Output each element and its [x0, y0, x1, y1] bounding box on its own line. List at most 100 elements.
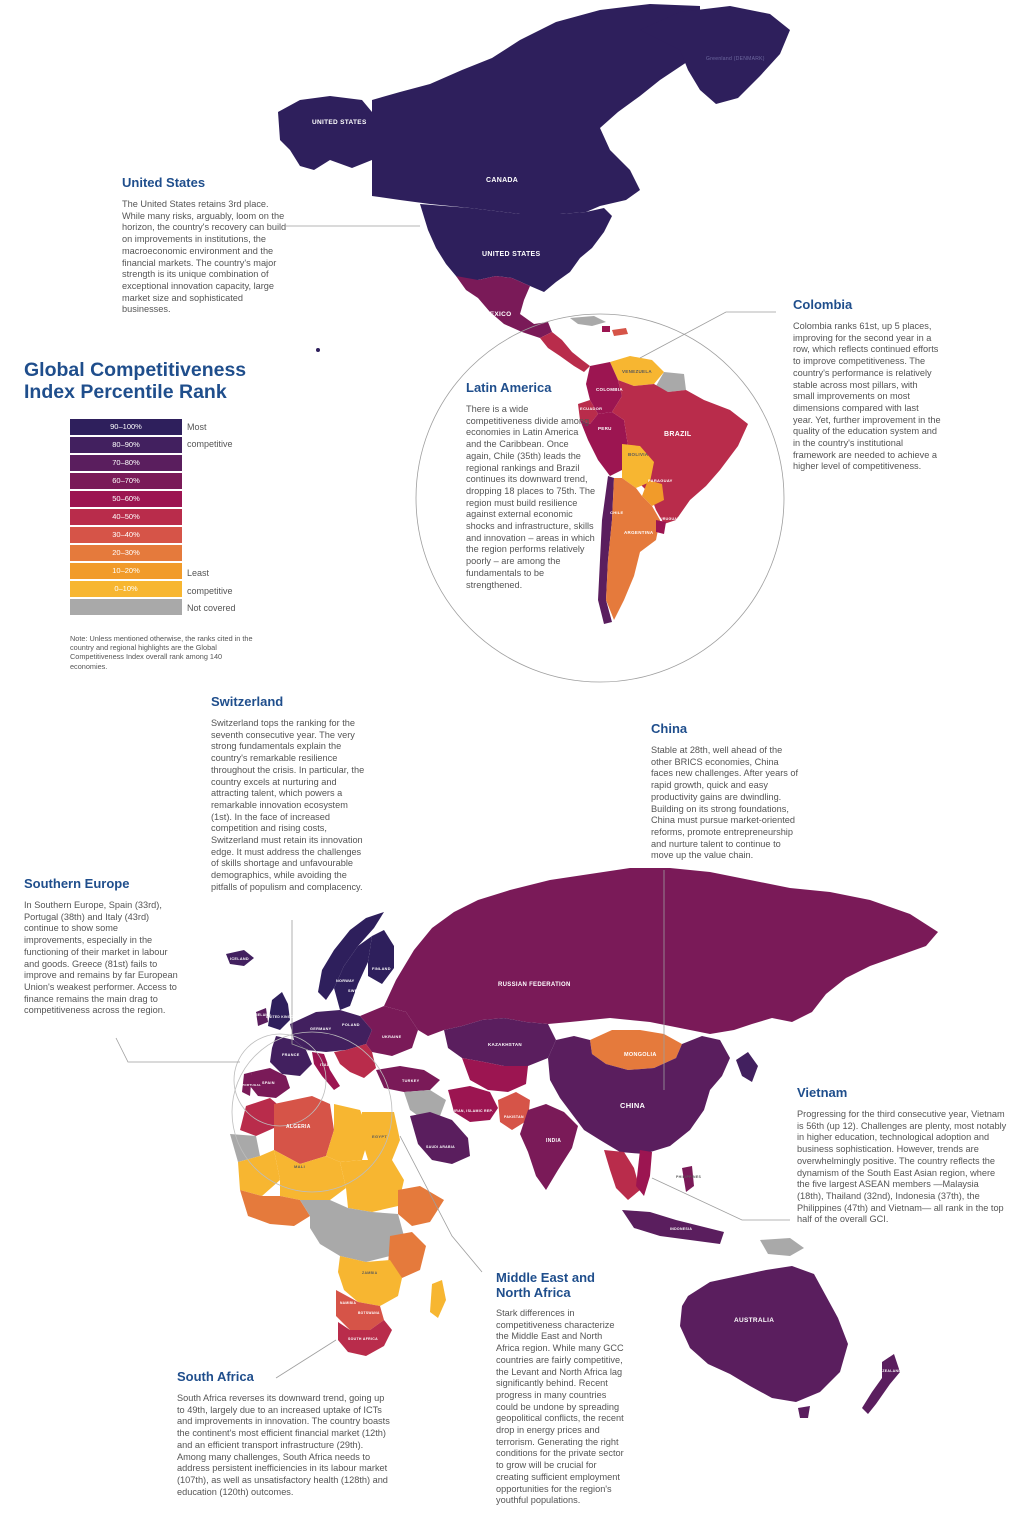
callout-title: China [651, 721, 688, 736]
map-label-kazakhstan: KAZAKHSTAN [488, 1042, 522, 1047]
morocco-shape [240, 1098, 282, 1136]
map-label-russia: RUSSIAN FEDERATION [498, 982, 571, 988]
mauritania-shape [238, 1150, 280, 1196]
finland-shape [368, 930, 394, 984]
map-label-china: CHINA [620, 1101, 646, 1110]
callout-united-states: United States The United States retains … [122, 175, 294, 316]
venezuela-shape [610, 356, 664, 386]
map-label-turkey: TURKEY [402, 1079, 420, 1083]
map-label-chile: CHILE [610, 510, 624, 515]
china-shape [548, 1036, 730, 1154]
switzerland-leader-line [291, 920, 309, 1051]
callout-body: Stable at 28th, well ahead of the other … [651, 745, 799, 861]
map-label-namibia: NAMIBIA [340, 1301, 357, 1305]
chad-sudan-shape [340, 1160, 404, 1212]
map-label-finland: FINLAND [372, 967, 391, 971]
legend-swatch: 80–90% [70, 437, 182, 453]
map-label-canada: CANADA [486, 177, 518, 184]
iceland-shape [226, 950, 254, 966]
map-label-algeria: ALGERIA [286, 1124, 311, 1130]
callout-vietnam: Vietnam Progressing for the third consec… [797, 1085, 1007, 1226]
vietnam-leader-line [651, 1177, 790, 1221]
central-europe-shape [290, 1010, 372, 1052]
callout-body: Colombia ranks 61st, up 5 places, improv… [793, 321, 941, 472]
leader-lines [115, 225, 790, 1379]
callout-title: Colombia [793, 297, 853, 312]
map-label-france: FRANCE [282, 1053, 300, 1057]
eastern-europe-shape [360, 1006, 418, 1056]
caribbean-shape [570, 316, 606, 326]
southern-europe-leader-line [115, 1037, 240, 1063]
callout-title-line-2: North Africa [496, 1285, 571, 1300]
latin-america-highlight-circle [415, 313, 785, 683]
hawaii-shape [316, 348, 320, 352]
legend-title: Global Competitiveness Index Percentile … [24, 359, 246, 403]
map-label-philippines: PHILIPPINES [676, 1175, 701, 1179]
map-label-us-alaska: UNITED STATES [312, 119, 367, 126]
libya-shape [326, 1104, 370, 1162]
greenland-shape [640, 6, 790, 104]
west-africa-shape [240, 1190, 310, 1226]
map-label-united-states: UNITED STATES [482, 251, 541, 258]
spain-shape [250, 1068, 290, 1098]
map-labels: Greenland (DENMARK) UNITED STATES CANADA… [230, 56, 901, 1373]
callout-title: Middle East and North Africa [496, 1270, 626, 1300]
map-label-bolivia: BOLIVIA [628, 452, 649, 457]
map-label-india: INDIA [546, 1138, 561, 1144]
asia-region [384, 868, 938, 1256]
map-label-uk: UNITED KINGDOM [266, 1015, 299, 1019]
ecuador-shape [578, 400, 598, 424]
legend-note: Note: Unless mentioned otherwise, the ra… [70, 634, 253, 671]
legend-not-covered-label: Not covered [187, 603, 236, 613]
vietnam-shape [636, 1150, 652, 1196]
peru-shape [580, 412, 628, 476]
turkey-shape [376, 1066, 440, 1092]
new-zealand-shape [862, 1354, 900, 1414]
map-label-south-africa: SOUTH AFRICA [348, 1337, 378, 1341]
callout-title: United States [122, 175, 206, 190]
portugal-shape [242, 1072, 252, 1096]
tasmania-shape [798, 1406, 810, 1418]
south-africa-shape [338, 1320, 392, 1356]
callout-body: South Africa reverses its downward trend… [177, 1393, 390, 1497]
saudi-arabia-shape [410, 1112, 470, 1164]
india-shape [520, 1104, 578, 1190]
map-label-argentina: ARGENTINA [624, 530, 654, 535]
callout-body: The United States retains 3rd place. Whi… [122, 199, 287, 315]
map-label-peru: PERU [598, 426, 612, 431]
mali-niger-shape [274, 1150, 346, 1200]
map-label-ukraine: UKRAINE [382, 1035, 402, 1039]
map-label-zambia: ZAMBIA [362, 1271, 378, 1275]
mexico-shape [456, 276, 552, 338]
bolivia-shape [622, 444, 654, 488]
southern-africa-central-shape [338, 1256, 402, 1306]
map-label-uruguay: URUGUAY [660, 517, 680, 521]
map-label-australia: AUSTRALIA [734, 1317, 774, 1324]
callout-middle-east-north-africa: Middle East and North Africa Stark differ… [496, 1270, 626, 1507]
map-label-italy: ITALY [320, 1063, 332, 1067]
map-label-brazil: BRAZIL [664, 431, 692, 438]
legend-least-label-2: competitive [187, 586, 233, 596]
legend-most-label: Most [187, 422, 207, 432]
uruguay-shape [656, 520, 666, 534]
legend-swatch: 60–70% [70, 473, 182, 489]
europe-region [226, 912, 440, 1098]
map-label-ireland: IRELAND [254, 1013, 271, 1017]
italy-shape [312, 1052, 340, 1090]
africa-region [230, 1096, 446, 1356]
legend-swatch: 0–10% [70, 581, 182, 597]
legend-swatch: 70–80% [70, 455, 182, 471]
oceania-region [680, 1266, 900, 1418]
map-label-colombia: COLOMBIA [596, 387, 623, 392]
pakistan-shape [498, 1092, 530, 1130]
map-label-spain: SPAIN [262, 1081, 275, 1085]
callout-title: South Africa [177, 1369, 254, 1384]
legend-title-line-1: Global Competitiveness [24, 359, 247, 381]
callout-title-line-1: Middle East and [496, 1270, 595, 1285]
map-label-venezuela: VENEZUELA [622, 369, 652, 374]
map-label-sweden: SWEDEN [348, 989, 366, 993]
egypt-shape [362, 1112, 400, 1160]
korea-japan-shape [736, 1052, 758, 1082]
colombia-shape [586, 362, 622, 414]
sweden-shape [334, 936, 372, 1010]
